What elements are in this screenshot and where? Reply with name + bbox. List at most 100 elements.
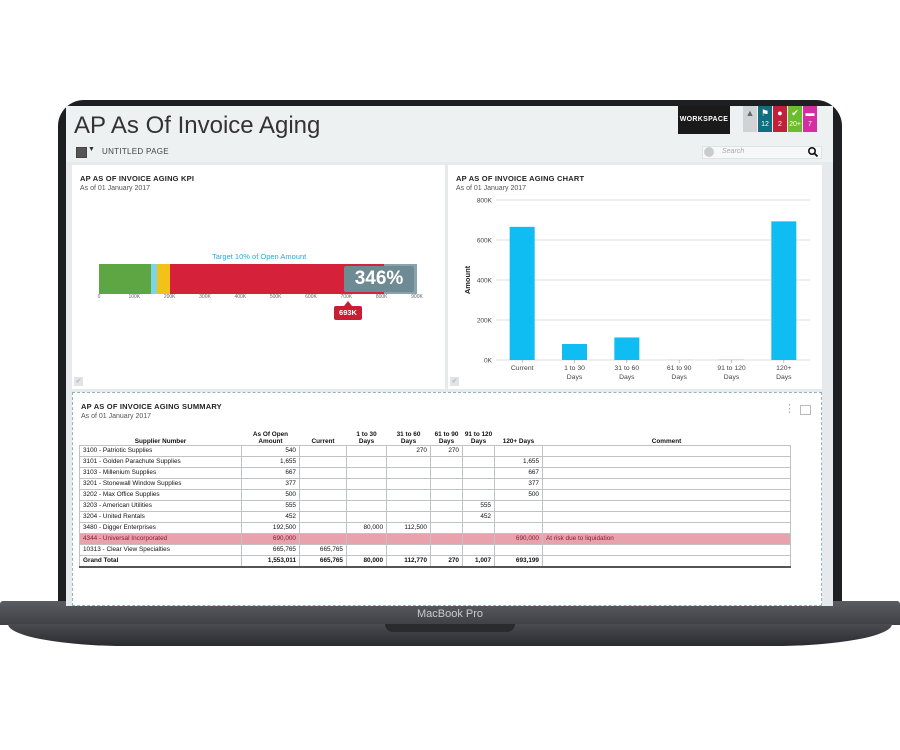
flag-badge[interactable]: ⚑ 12 — [758, 106, 772, 132]
table-row[interactable]: 3202 - Max Office Supplies 500 500 — [79, 489, 791, 501]
column-header[interactable]: Supplier Number — [134, 438, 187, 445]
search-icon[interactable] — [807, 146, 819, 158]
page-title: AP As Of Invoice Aging — [74, 112, 321, 139]
total-label-cell: Grand Total — [79, 555, 242, 568]
supplier-cell: 3202 - Max Office Supplies — [79, 489, 242, 501]
comment-cell — [542, 511, 791, 523]
x-tick-label: 61 to 90 Days — [667, 365, 692, 381]
kpi-target-label: Target 10% of Open Amount — [212, 252, 307, 261]
supplier-cell: 4344 - Universal Incorporated — [79, 533, 242, 545]
flag-icon: ⚑ — [760, 108, 770, 118]
amount-cell — [386, 511, 431, 523]
summary-panel: AP AS OF INVOICE AGING SUMMARY As of 01 … — [72, 392, 822, 606]
chart-subtitle: As of 01 January 2017 — [456, 185, 527, 192]
amount-cell — [494, 544, 543, 556]
column-header[interactable]: 61 to 90 Days — [434, 431, 459, 445]
amount-cell — [430, 500, 463, 512]
table-row[interactable]: 3204 - United Rentals 452 452 — [79, 511, 791, 523]
page-menu-icon[interactable] — [76, 147, 87, 158]
amount-cell: 192,500 — [241, 522, 300, 534]
amount-cell: 377 — [494, 478, 543, 490]
amount-cell — [346, 445, 387, 457]
amount-cell — [462, 544, 495, 556]
amount-cell — [494, 511, 543, 523]
table-row[interactable]: 3203 - American Utilities 555 555 — [79, 500, 791, 512]
supplier-cell: 10313 - Clear View Specialties — [79, 544, 242, 556]
amount-cell — [386, 500, 431, 512]
amount-cell — [346, 467, 387, 479]
comment-cell — [542, 445, 791, 457]
kpi-axis: 0 100K 200K 300K 400K 500K 600K 700K 800… — [97, 294, 423, 304]
amount-cell: 377 — [241, 478, 300, 490]
x-tick-label: 120+ Days — [776, 365, 792, 381]
chart-panel: AP AS OF INVOICE AGING CHART As of 01 Ja… — [448, 165, 822, 389]
laptop-base-bottom — [8, 624, 892, 646]
amount-cell — [386, 544, 431, 556]
info-icon: ▲ — [745, 108, 755, 118]
comment-cell: At risk due to liquidation — [542, 533, 791, 545]
check-badge[interactable]: ✔ 20+ — [788, 106, 802, 132]
column-header[interactable]: 91 to 120 Days — [464, 431, 493, 445]
expand-icon[interactable] — [800, 405, 811, 415]
amount-cell — [299, 511, 347, 523]
total-cell: 693,199 — [494, 555, 543, 568]
kpi-tick-label: 800K — [375, 294, 388, 300]
amount-cell — [386, 478, 431, 490]
check-icon: ✔ — [791, 108, 799, 118]
info-badge[interactable]: ▲ — [743, 106, 757, 132]
table-row[interactable]: 3100 - Patriotic Supplies 540 270 270 — [79, 445, 791, 457]
chat-badge[interactable]: ▬ 7 — [803, 106, 817, 132]
total-cell: 1,007 — [462, 555, 495, 568]
workspace-button[interactable]: WORKSPACE — [678, 106, 730, 134]
globe-icon[interactable] — [704, 147, 714, 157]
column-header[interactable]: 1 to 30 Days — [356, 431, 377, 445]
more-options-icon[interactable]: ⋮ — [784, 403, 795, 415]
amount-cell — [346, 533, 387, 545]
column-header[interactable]: 120+ Days — [502, 438, 535, 445]
comment-cell — [542, 500, 791, 512]
column-header[interactable]: Current — [311, 438, 335, 445]
amount-cell — [346, 489, 387, 501]
amount-cell — [299, 445, 347, 457]
x-tick-label: 91 to 120 Days — [717, 365, 746, 381]
aging-bar-chart: 0K 200K 400K 600K 800K Amount Current 1 to 30 Da… — [463, 198, 810, 381]
table-row[interactable]: 10313 - Clear View Specialties 665,765 665… — [79, 544, 791, 556]
amount-cell: 555 — [462, 500, 495, 512]
amount-cell — [299, 456, 347, 468]
column-header[interactable]: As Of Open Amount — [252, 431, 289, 445]
chevron-down-icon[interactable]: ▼ — [88, 146, 95, 153]
amount-cell — [299, 522, 347, 534]
amount-cell: 1,655 — [241, 456, 300, 468]
chart-bar — [771, 221, 797, 360]
column-header[interactable]: 31 to 60 Days — [396, 431, 421, 445]
checkbox-icon[interactable]: ✔ — [450, 377, 459, 386]
checkbox-icon[interactable]: ✔ — [74, 377, 83, 386]
amount-cell — [299, 489, 347, 501]
kpi-tick-label: 300K — [199, 294, 211, 300]
supplier-cell: 3203 - American Utilities — [79, 500, 242, 512]
amount-cell: 665,765 — [241, 544, 300, 556]
amount-cell — [430, 456, 463, 468]
y-tick-label: 400K — [477, 278, 493, 285]
y-tick-label: 200K — [477, 318, 493, 325]
kpi-percent-label: 346% — [344, 266, 414, 292]
amount-cell — [299, 500, 347, 512]
amount-cell — [346, 544, 387, 556]
summary-subtitle: As of 01 January 2017 — [81, 413, 152, 420]
column-header[interactable]: Comment — [651, 438, 682, 445]
table-row[interactable]: 4344 - Universal Incorporated 690,000 690,… — [79, 533, 791, 545]
amount-cell — [430, 478, 463, 490]
kpi-tick-label: 900K — [411, 294, 423, 300]
comment-cell — [542, 522, 791, 534]
page-name[interactable]: UNTITLED PAGE — [102, 147, 169, 156]
search-input[interactable] — [702, 146, 822, 159]
table-row[interactable]: 3480 - Digger Enterprises 192,500 80,000 11… — [79, 522, 791, 534]
table-row[interactable]: 3101 - Golden Parachute Supplies 1,655 1,6… — [79, 456, 791, 468]
table-row[interactable]: 3201 - Stonewall Window Supplies 377 377 — [79, 478, 791, 490]
chart-title: AP AS OF INVOICE AGING CHART — [456, 174, 585, 183]
table-row[interactable]: 3103 - Millenium Supplies 667 667 — [79, 467, 791, 479]
amount-cell — [494, 522, 543, 534]
kpi-tick-label: 0 — [97, 294, 101, 300]
bell-badge[interactable]: ● 2 — [773, 106, 787, 132]
amount-cell — [462, 533, 495, 545]
